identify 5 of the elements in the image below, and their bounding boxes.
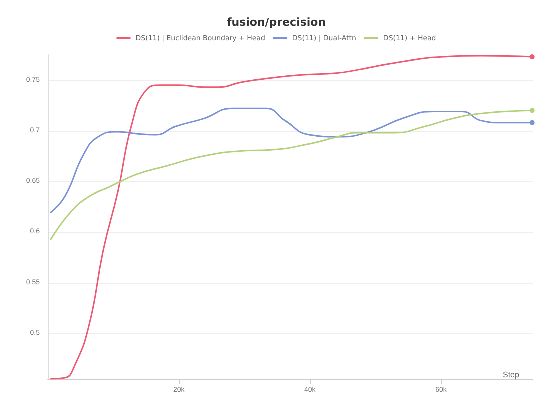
x-axis-title: Step (503, 370, 520, 380)
point (530, 108, 535, 114)
point (530, 120, 535, 126)
chart-title: fusion/precision (226, 16, 326, 29)
point (530, 54, 535, 60)
